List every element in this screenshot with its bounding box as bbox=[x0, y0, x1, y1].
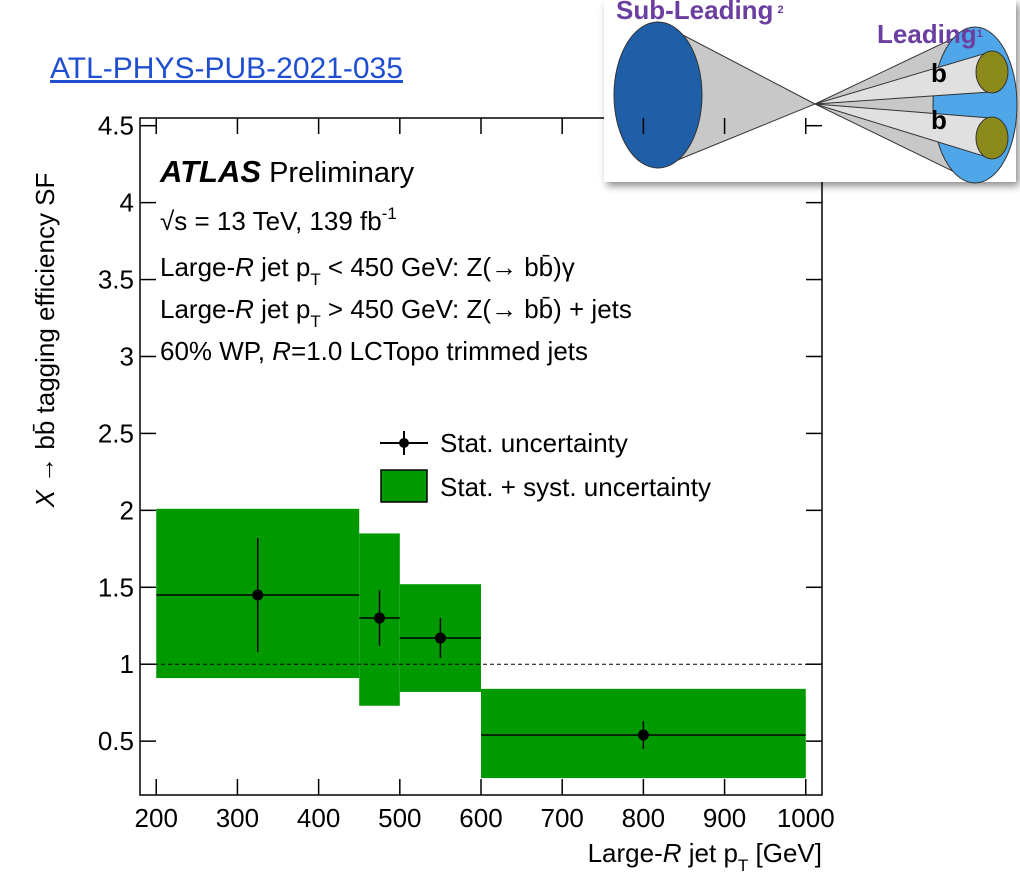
annotation-part: R bbox=[272, 336, 291, 366]
b-subjet bbox=[975, 50, 1009, 94]
annotation-sub: T bbox=[310, 312, 320, 331]
annotation-part: jet p bbox=[254, 294, 310, 324]
x-title-part: R bbox=[663, 838, 682, 868]
annotation-part: < 450 GeV: Z(→ bb̄)γ bbox=[321, 252, 575, 282]
b-subjet bbox=[975, 116, 1009, 160]
y-tick-label: 4.5 bbox=[98, 111, 134, 141]
x-tick-label: 600 bbox=[459, 803, 502, 833]
annotation-part: Large- bbox=[160, 294, 235, 324]
inset-index: 2 bbox=[777, 4, 783, 16]
sub-leading-jet bbox=[613, 21, 703, 169]
annotation-sup: -1 bbox=[382, 204, 397, 223]
atlas-label: ATLAS bbox=[159, 154, 261, 189]
legend-label: Stat. uncertainty bbox=[440, 428, 628, 458]
inset-text: Sub-Leading bbox=[616, 0, 773, 25]
y-tick-label: 0.5 bbox=[98, 726, 134, 756]
data-point bbox=[252, 589, 264, 601]
x-tick-label: 300 bbox=[216, 803, 259, 833]
legend-marker bbox=[399, 438, 409, 448]
annotation-part: > 450 GeV: Z(→ bb̄) + jets bbox=[321, 294, 632, 324]
y-title-part: X bbox=[30, 488, 60, 508]
inset-b: b bbox=[931, 58, 947, 88]
y-tick-label: 2.5 bbox=[98, 418, 134, 448]
x-tick-label: 1000 bbox=[777, 803, 835, 833]
x-axis-title: Large-R jet pT [GeV] bbox=[588, 838, 822, 875]
x-title-part: [GeV] bbox=[748, 838, 822, 868]
x-tick-label: 800 bbox=[622, 803, 665, 833]
annotation-part: R bbox=[235, 252, 254, 282]
x-title-sub: T bbox=[738, 856, 748, 875]
x-tick-label: 500 bbox=[378, 803, 421, 833]
inset-label: Leading1 bbox=[877, 19, 983, 49]
annotation-part: R bbox=[235, 294, 254, 324]
x-tick-label: 700 bbox=[540, 803, 583, 833]
annotation: Large-R jet pT < 450 GeV: Z(→ bb̄)γ bbox=[160, 252, 575, 289]
annotation-part: √s = 13 TeV, 139 fb bbox=[160, 206, 382, 236]
inset-index: 1 bbox=[977, 28, 983, 40]
inset-diagram: Sub-Leading 2 Leading1 b b bbox=[604, 0, 1018, 184]
annotation: ATLAS Preliminary bbox=[159, 154, 415, 189]
annotation-part: 60% WP, bbox=[160, 336, 272, 366]
data-point bbox=[637, 729, 649, 741]
y-tick-label: 3.5 bbox=[98, 265, 134, 295]
annotation: Large-R jet pT > 450 GeV: Z(→ bb̄) + jet… bbox=[160, 294, 632, 331]
inset-b: b bbox=[931, 105, 947, 135]
annotation: 60% WP, R=1.0 LCTopo trimmed jets bbox=[160, 336, 588, 366]
x-title-part: Large- bbox=[588, 838, 663, 868]
plot-area bbox=[140, 508, 822, 779]
annotation-sub: T bbox=[310, 270, 320, 289]
atlas-status: Preliminary bbox=[261, 157, 415, 189]
y-title-part: → bb̄ tagging efficiency SF bbox=[30, 173, 60, 490]
annotation: √s = 13 TeV, 139 fb-1 bbox=[160, 204, 397, 236]
data-point bbox=[434, 632, 446, 644]
inset-label: Sub-Leading 2 bbox=[616, 0, 784, 25]
x-tick-label: 400 bbox=[297, 803, 340, 833]
data-point bbox=[374, 612, 386, 624]
x-title-part: jet p bbox=[682, 838, 738, 868]
y-tick-label: 2 bbox=[120, 495, 134, 525]
y-tick-label: 1.5 bbox=[98, 572, 134, 602]
annotation-part: =1.0 LCTopo trimmed jets bbox=[291, 336, 588, 366]
legend-label: Stat. + syst. uncertainty bbox=[440, 472, 711, 502]
y-axis-title: X → bb̄ tagging efficiency SF bbox=[30, 173, 60, 509]
legend: Stat. uncertainty Stat. + syst. uncertai… bbox=[380, 428, 711, 503]
paper-link[interactable]: ATL-PHYS-PUB-2021-035 bbox=[50, 52, 403, 85]
y-tick-label: 3 bbox=[120, 341, 134, 371]
y-tick-label: 1 bbox=[120, 649, 134, 679]
annotation-part: Large- bbox=[160, 252, 235, 282]
y-tick-label: 4 bbox=[120, 188, 134, 218]
x-tick-label: 200 bbox=[135, 803, 178, 833]
annotation-part: jet p bbox=[254, 252, 310, 282]
legend-swatch bbox=[380, 469, 428, 503]
inset-text: Leading bbox=[877, 19, 977, 49]
x-tick-label: 900 bbox=[703, 803, 746, 833]
